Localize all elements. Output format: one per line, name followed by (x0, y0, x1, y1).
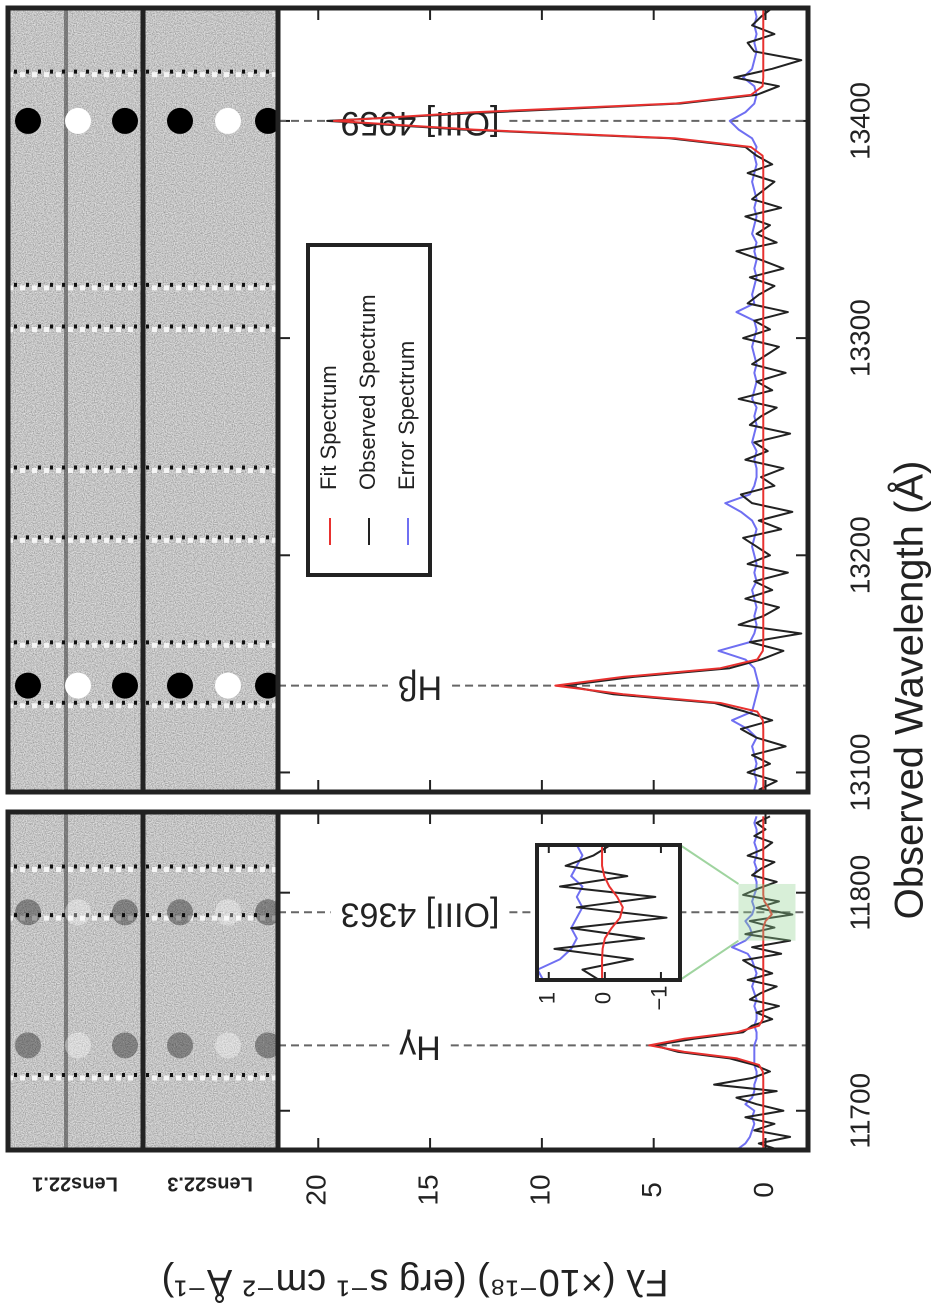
x-tick-label: 13200 (844, 516, 875, 594)
spectrum-line (648, 816, 773, 1150)
emission-blob (15, 1032, 41, 1059)
zoom-connector (679, 844, 740, 885)
emission-blob (255, 672, 281, 699)
emission-blob (15, 107, 41, 134)
spectrum-line (652, 815, 794, 1151)
emission-blob (215, 899, 241, 926)
spectrum-line (332, 8, 765, 790)
zoom-region (738, 883, 796, 941)
emission-blob (167, 899, 193, 926)
legend-label: Observed Spectrum (355, 294, 380, 490)
emission-blob (215, 1032, 241, 1059)
spectrum-line (601, 845, 624, 980)
line-label: [OIII] 4363 (341, 895, 500, 933)
x-tick-label: 11700 (844, 1073, 875, 1149)
y-tick-label: 1 (535, 992, 560, 1004)
y-tick-label: 15 (412, 1174, 443, 1205)
plot-area (278, 8, 808, 792)
panel-frame (5, 809, 811, 1153)
y-axis-label: Fλ (×10⁻¹⁸) (erg s⁻¹ cm⁻² Å⁻¹) (162, 1261, 669, 1305)
strip-label: Lens22.1 (32, 1173, 118, 1195)
emission-blob (215, 672, 241, 699)
x-axis-label: Observed Wavelength (Å) (887, 461, 932, 920)
emission-blob (112, 1032, 138, 1059)
emission-blob (167, 672, 193, 699)
emission-blob (65, 899, 91, 926)
emission-blob (112, 899, 138, 926)
emission-blob (167, 1032, 193, 1059)
line-label: Hγ (399, 1028, 441, 1066)
emission-blob (255, 107, 281, 134)
spectrum-line (717, 7, 760, 791)
emission-blob (65, 672, 91, 699)
strip-label: Lens22.3 (167, 1173, 253, 1195)
x-tick-label: 13300 (844, 299, 875, 377)
legend-box (306, 243, 432, 577)
legend-label: Error Spectrum (394, 341, 419, 490)
y-tick-label: 10 (524, 1174, 555, 1205)
x-tick-label: 13400 (844, 82, 875, 160)
zoom-connector (679, 939, 740, 981)
emission-blob (15, 899, 41, 926)
emission-blob (215, 107, 241, 134)
line-label: Hβ (398, 669, 442, 707)
emission-blob (112, 107, 138, 134)
y-tick-label: −1 (647, 985, 672, 1010)
emission-blob (65, 107, 91, 134)
legend-label: Fit Spectrum (316, 365, 341, 490)
y-tick-label: 20 (301, 1174, 332, 1205)
emission-blob (15, 672, 41, 699)
emission-blob (112, 672, 138, 699)
emission-blob (255, 1032, 281, 1059)
x-tick-label: 13100 (844, 734, 875, 812)
emission-blob (65, 1032, 91, 1059)
emission-blob (255, 899, 281, 926)
x-tick-label: 11800 (844, 855, 875, 931)
inset-frame (535, 843, 682, 982)
y-tick-label: 0 (591, 992, 616, 1004)
y-tick-label: 0 (748, 1182, 779, 1198)
emission-blob (167, 107, 193, 134)
y-tick-label: 5 (636, 1182, 667, 1198)
panel-frame (5, 5, 811, 795)
